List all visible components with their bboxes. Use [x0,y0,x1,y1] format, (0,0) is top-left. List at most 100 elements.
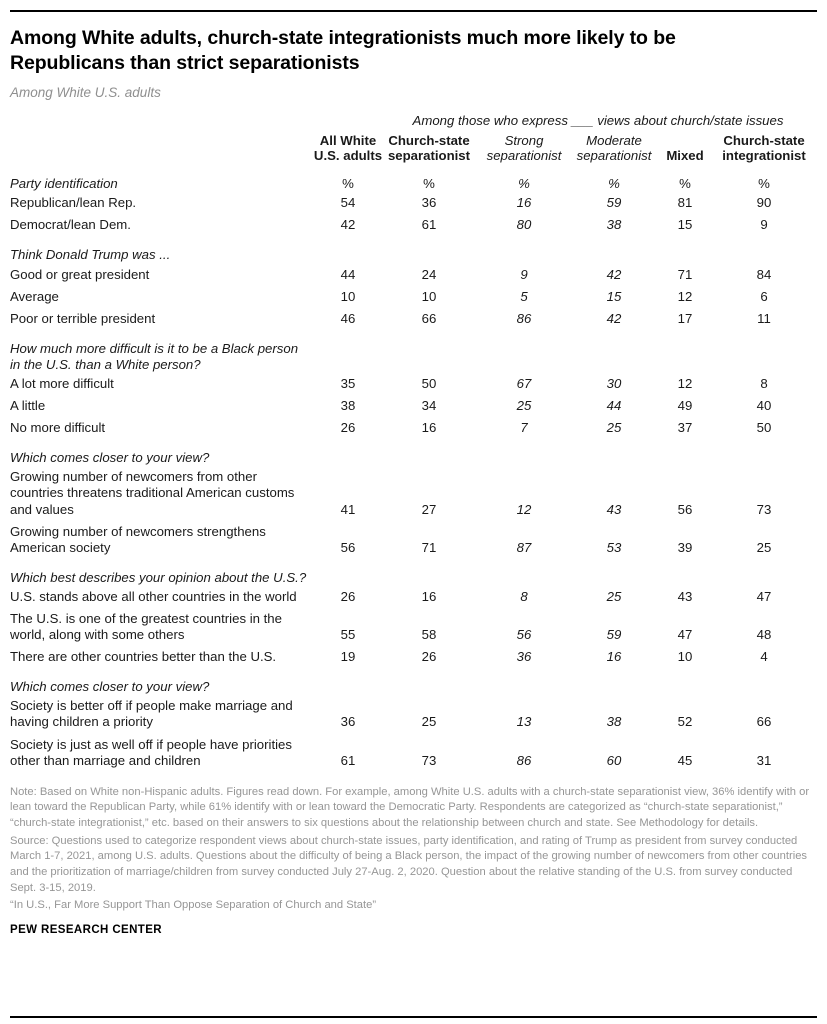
value-cell: 7 [520,420,528,436]
table-row: A little 38 34 25 44 49 40 [10,395,817,417]
unit-cell: % [679,176,691,192]
bottom-rule [10,1016,817,1018]
value-cell: 26 [421,649,437,665]
value-cell: 8 [520,588,528,604]
value-cell: 25 [516,398,532,414]
note-text: Note: Based on White non-Hispanic adults… [10,785,810,830]
value-cell: 10 [677,649,693,665]
value-cell: 16 [606,649,622,665]
section-row: Which best describes your opinion about … [10,570,817,586]
corner-cell [10,113,317,165]
row-label: A lot more difficult [10,375,114,391]
value-cell: 67 [516,375,532,391]
table-row: There are other countries better than th… [10,646,817,668]
value-cell: 80 [516,217,532,233]
value-cell: 90 [756,195,772,211]
col-header-strong-separationist: Strong separationist [486,132,562,163]
row-label: Poor or terrible president [10,310,156,326]
value-cell: 60 [606,752,622,768]
row-label: The U.S. is one of the greatest countrie… [10,611,282,643]
value-cell: 42 [606,266,622,282]
value-cell: 55 [340,627,356,643]
row-label: Good or great president [10,266,150,282]
col-header-mixed: Mixed [666,147,704,163]
section-row: Which comes closer to your view? [10,450,817,466]
value-cell: 24 [421,266,437,282]
value-cell: 42 [606,310,622,326]
value-cell: 61 [421,217,437,233]
table-row: Democrat/lean Dem. 42 61 80 38 15 9 [10,214,817,236]
value-cell: 11 [757,310,771,326]
group-header: Among those who express ___ views about … [412,112,784,128]
value-cell: 10 [340,288,356,304]
section-header: Which best describes your opinion about … [10,569,307,585]
value-cell: 30 [606,375,622,391]
value-cell: 50 [756,420,772,436]
value-cell: 56 [677,501,693,517]
col-header-church-state-integrationist: Church-state integrationist [722,132,806,163]
value-cell: 43 [606,501,622,517]
section-header: Which comes closer to your view? [10,450,210,466]
value-cell: 71 [677,266,693,282]
unit-cell: % [758,176,770,192]
value-cell: 86 [516,752,532,768]
row-label: Growing number of newcomers strengthens … [10,523,266,555]
value-cell: 6 [760,288,768,304]
value-cell: 86 [516,310,532,326]
row-label: Society is just as well off if people ha… [10,736,292,768]
value-cell: 17 [677,310,693,326]
value-cell: 66 [756,714,772,730]
row-label: U.S. stands above all other countries in… [10,588,297,604]
value-cell: 9 [520,266,528,282]
value-cell: 25 [421,714,437,730]
value-cell: 81 [677,195,693,211]
top-rule [10,10,817,12]
value-cell: 39 [677,539,693,555]
table-row: The U.S. is one of the greatest countrie… [10,608,817,646]
value-cell: 12 [677,288,693,304]
table-row: Society is better off if people make mar… [10,695,817,733]
value-cell: 38 [340,398,356,414]
value-cell: 36 [516,649,532,665]
row-label: Democrat/lean Dem. [10,217,131,233]
value-cell: 25 [606,588,622,604]
table-body: Party identification%%%%%% Republican/lea… [10,176,817,772]
row-label: Society is better off if people make mar… [10,698,293,730]
value-cell: 34 [421,398,437,414]
value-cell: 40 [756,398,772,414]
value-cell: 15 [677,217,693,233]
table-row: Poor or terrible president 46 66 86 42 17 11 [10,308,817,330]
value-cell: 37 [677,420,693,436]
value-cell: 26 [340,420,356,436]
value-cell: 13 [516,714,532,730]
table-row: Average 10 10 5 15 12 6 [10,286,817,308]
value-cell: 10 [421,288,437,304]
value-cell: 27 [421,501,437,517]
col-header-all-white-adults: All White U.S. adults [313,132,383,163]
row-label: No more difficult [10,420,106,436]
value-cell: 36 [421,195,437,211]
section-header: Think Donald Trump was ... [10,247,171,263]
value-cell: 35 [340,375,356,391]
value-cell: 44 [606,398,622,414]
section-row: Which comes closer to your view? [10,679,817,695]
table-row: Republican/lean Rep. 54 36 16 59 81 90 [10,192,817,214]
unit-cell: % [608,176,620,192]
value-cell: 15 [606,288,622,304]
section-header: Party identification [10,176,118,192]
section-row: How much more difficult is it to be a Bl… [10,341,817,373]
col-header-moderate-separationist: Moderate separationist [576,132,652,163]
value-cell: 25 [606,420,622,436]
value-cell: 66 [421,310,437,326]
value-cell: 56 [516,627,532,643]
value-cell: 50 [421,375,437,391]
row-label: Republican/lean Rep. [10,195,137,211]
value-cell: 38 [606,217,622,233]
page-subtitle: Among White U.S. adults [10,84,161,100]
value-cell: 16 [421,420,437,436]
value-cell: 42 [340,217,356,233]
value-cell: 84 [756,266,772,282]
value-cell: 58 [421,627,437,643]
value-cell: 49 [677,398,693,414]
